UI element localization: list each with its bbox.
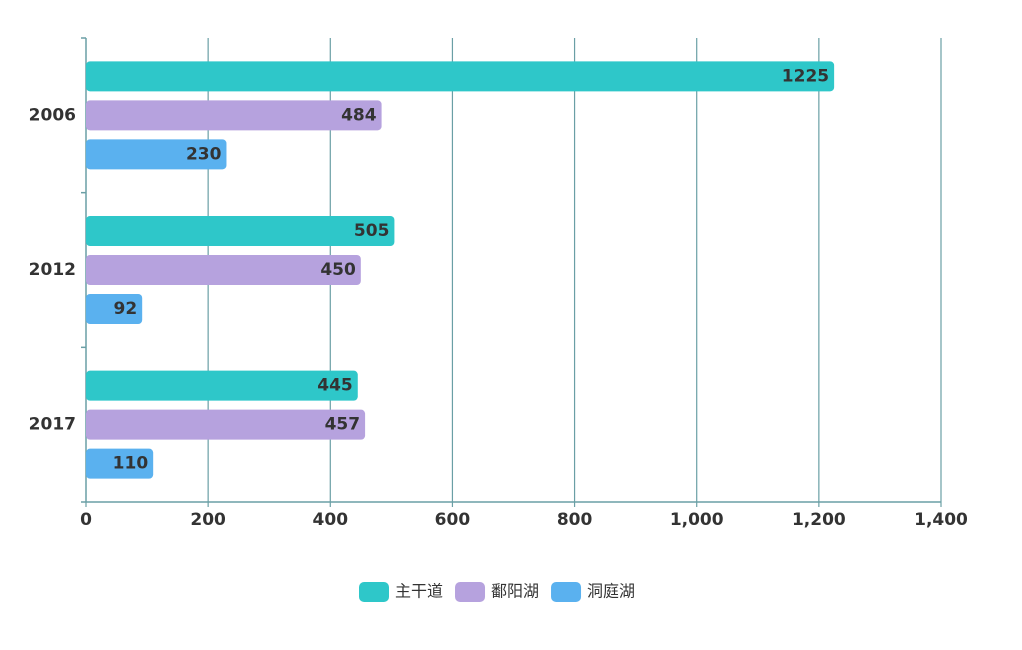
legend-label[interactable]: 洞庭湖: [587, 582, 635, 601]
y-tick-label: 2017: [29, 415, 76, 435]
x-tick-label: 400: [313, 510, 349, 530]
bar: [86, 255, 361, 285]
legend-swatch[interactable]: [359, 582, 389, 602]
x-tick-label: 1,200: [792, 510, 846, 530]
bar: [86, 139, 227, 170]
x-tick-label: 800: [557, 510, 593, 530]
x-tick-label: 1,000: [670, 510, 724, 530]
data-label: 484: [341, 105, 377, 125]
data-label: 457: [325, 415, 361, 435]
bar: [86, 409, 366, 440]
legend-swatch[interactable]: [551, 582, 582, 602]
data-label: 450: [320, 260, 356, 280]
y-tick-label: 2006: [29, 105, 76, 125]
data-label: 445: [317, 376, 353, 396]
y-tick-label: 2012: [29, 260, 76, 280]
data-label: 1225: [782, 66, 829, 86]
legend-label[interactable]: 主干道: [395, 582, 443, 601]
bar: [86, 61, 835, 92]
data-label: 230: [186, 144, 222, 164]
bar: [86, 216, 395, 246]
bar: [86, 294, 143, 324]
bar: [86, 100, 382, 131]
data-label: 92: [114, 299, 138, 319]
x-tick-label: 1,400: [914, 510, 968, 530]
legend-swatch[interactable]: [455, 582, 486, 602]
x-tick-label: 200: [190, 510, 226, 530]
data-label: 110: [113, 454, 149, 474]
bar: [86, 448, 154, 479]
legend-label[interactable]: 鄱阳湖: [491, 582, 539, 601]
x-tick-label: 600: [435, 510, 471, 530]
bar: [86, 370, 358, 401]
x-tick-label: 0: [80, 510, 92, 530]
data-label: 505: [354, 221, 390, 241]
